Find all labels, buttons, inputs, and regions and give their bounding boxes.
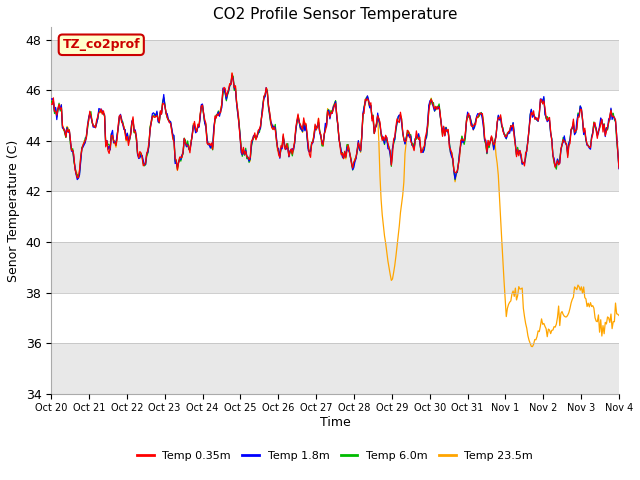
Bar: [51, 192, 619, 242]
X-axis label: Time: Time: [319, 416, 350, 429]
Y-axis label: Senor Temperature (C): Senor Temperature (C): [7, 139, 20, 282]
Legend: Temp 0.35m, Temp 1.8m, Temp 6.0m, Temp 23.5m: Temp 0.35m, Temp 1.8m, Temp 6.0m, Temp 2…: [132, 447, 538, 466]
Bar: [51, 90, 619, 141]
Bar: [51, 242, 619, 292]
Text: TZ_co2prof: TZ_co2prof: [63, 38, 140, 51]
Bar: [51, 40, 619, 90]
Bar: [51, 343, 619, 394]
Bar: [51, 141, 619, 192]
Bar: [51, 292, 619, 343]
Title: CO2 Profile Sensor Temperature: CO2 Profile Sensor Temperature: [212, 7, 457, 22]
